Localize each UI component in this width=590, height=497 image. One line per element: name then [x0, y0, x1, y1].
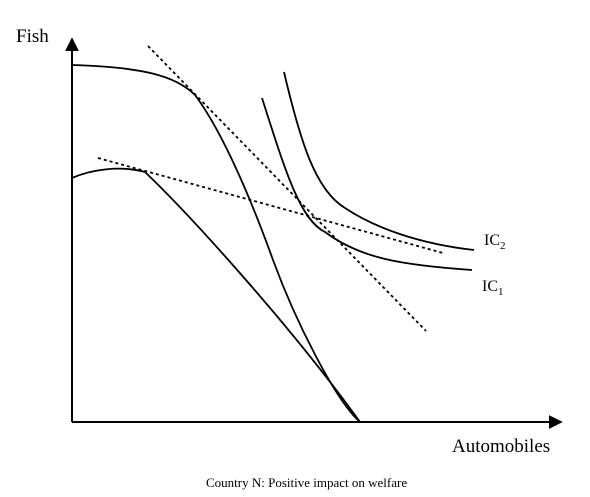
production-frontier-outer: [71, 64, 361, 423]
price-line-steep: [147, 45, 427, 332]
indifference-curve-ic2: [283, 71, 475, 251]
ic1-label: IC1: [482, 278, 504, 298]
x-axis-label: Automobiles: [452, 436, 550, 457]
ic2-label: IC2: [484, 232, 506, 252]
y-axis-label: Fish: [16, 26, 49, 47]
figure-caption: Country N: Positive impact on welfare: [206, 475, 407, 490]
indifference-curve-ic1: [261, 97, 473, 271]
production-frontier-inner: [71, 167, 361, 423]
